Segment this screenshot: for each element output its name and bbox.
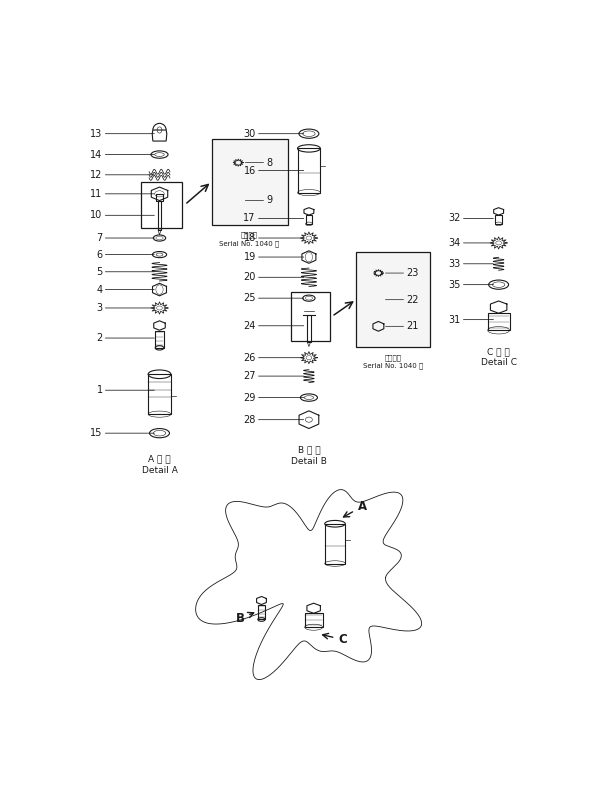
Text: 14: 14 [91, 150, 154, 159]
Text: 27: 27 [244, 371, 304, 381]
Text: 適用号機
Serial No. 1040 ～: 適用号機 Serial No. 1040 ～ [363, 355, 424, 369]
Text: 25: 25 [244, 293, 304, 303]
Text: 30: 30 [244, 128, 304, 139]
Text: 4: 4 [97, 285, 154, 295]
Text: A 詳 細
Detail A: A 詳 細 Detail A [141, 454, 177, 475]
Bar [141, 182, 182, 228]
Text: 26: 26 [244, 353, 304, 363]
Text: C 詳 細
Detail C: C 詳 細 Detail C [480, 347, 517, 367]
Text: 32: 32 [449, 214, 493, 223]
Text: 17: 17 [244, 214, 304, 223]
Text: 5: 5 [96, 267, 154, 277]
Text: 33: 33 [449, 259, 493, 269]
Text: 2: 2 [96, 333, 154, 343]
Text: 16: 16 [244, 166, 304, 175]
Text: 11: 11 [91, 189, 154, 198]
Text: 12: 12 [90, 170, 154, 180]
Text: 21: 21 [386, 321, 419, 332]
Text: B 詳 細
Detail B: B 詳 細 Detail B [291, 446, 327, 465]
Text: B: B [236, 612, 254, 625]
Text: 29: 29 [244, 393, 304, 402]
Text: 8: 8 [245, 158, 272, 167]
Text: 22: 22 [386, 295, 419, 304]
Text: 24: 24 [244, 320, 304, 331]
Text: 9: 9 [245, 195, 272, 206]
Text: C: C [323, 633, 347, 646]
Text: 13: 13 [91, 128, 154, 139]
Text: 適用号機
Serial No. 1040 ～: 適用号機 Serial No. 1040 ～ [220, 232, 280, 246]
Text: 35: 35 [449, 280, 493, 289]
Text: 15: 15 [90, 428, 154, 438]
Bar [212, 139, 288, 225]
Text: 3: 3 [97, 303, 154, 313]
Text: A: A [343, 500, 367, 517]
Text: 28: 28 [244, 414, 304, 425]
Text: 1: 1 [97, 385, 154, 395]
Text: 31: 31 [449, 315, 493, 324]
Bar [291, 292, 330, 341]
Text: 23: 23 [386, 268, 419, 278]
Text: 20: 20 [244, 273, 304, 282]
Bar [356, 252, 430, 347]
Text: 34: 34 [449, 238, 493, 248]
Text: 7: 7 [96, 233, 154, 243]
Text: 19: 19 [244, 252, 304, 262]
Text: 6: 6 [97, 249, 154, 260]
Text: 18: 18 [244, 233, 304, 243]
Text: 10: 10 [91, 210, 154, 220]
